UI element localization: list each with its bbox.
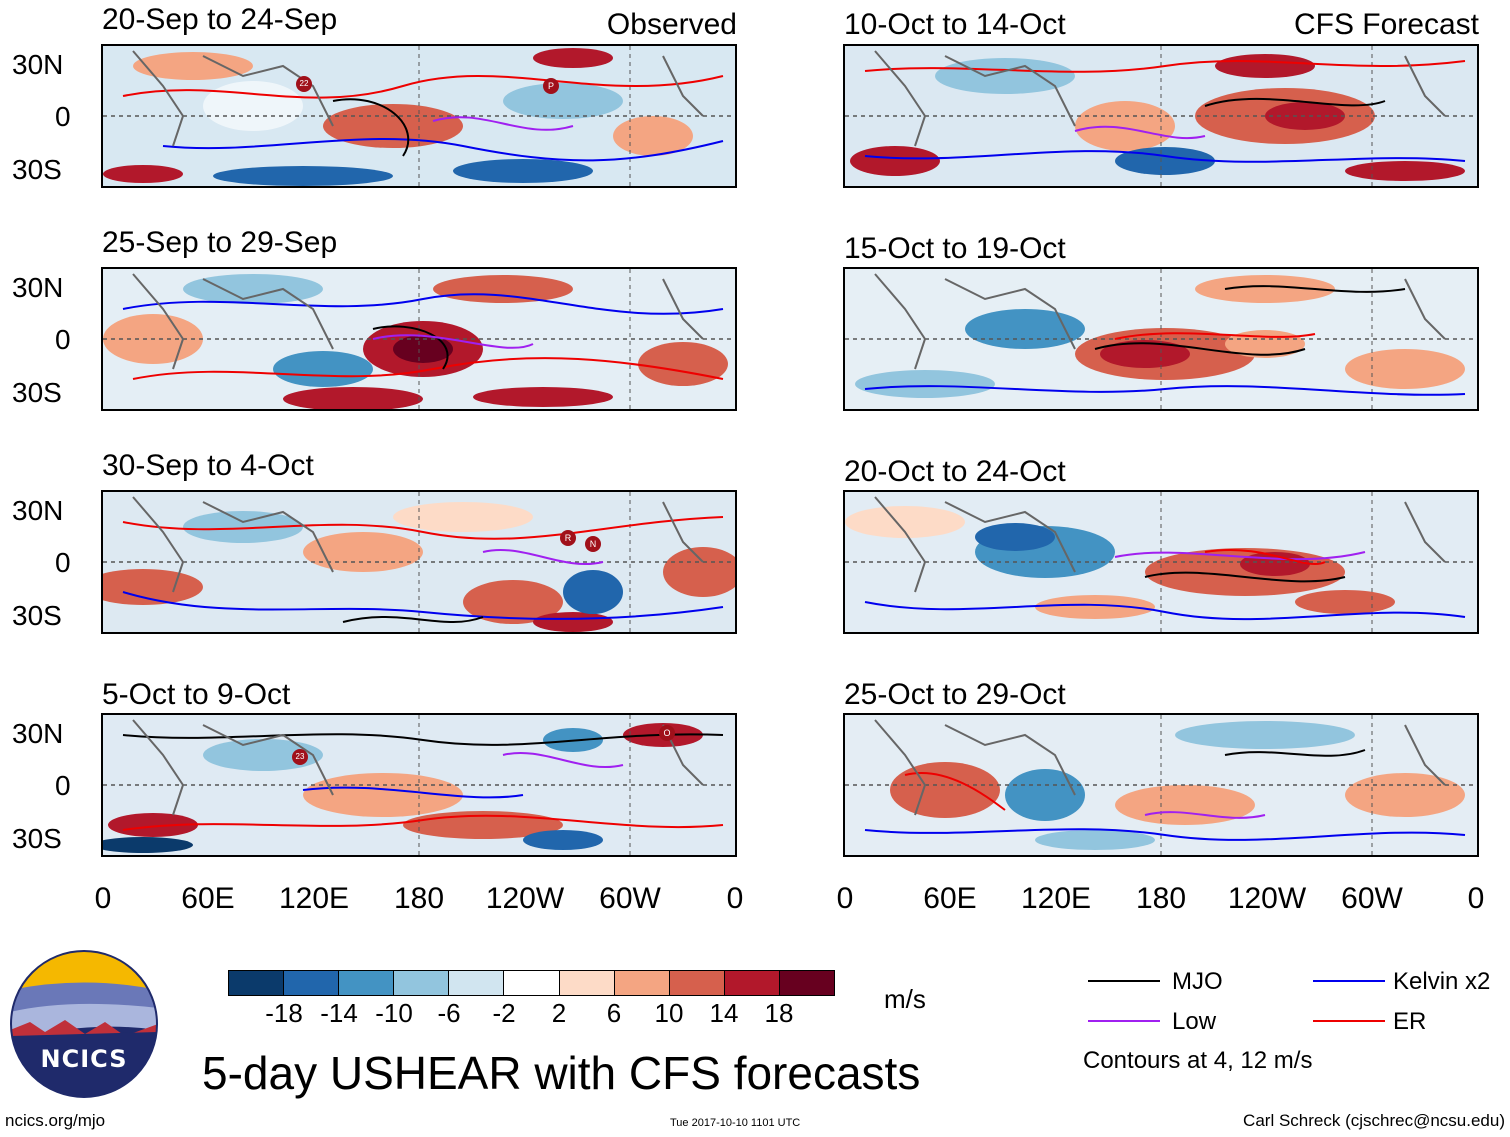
panel-title-cfs-2: 15-Oct to 19-Oct: [844, 232, 1066, 265]
shear-field-obs-4: [103, 715, 735, 855]
colorbar-label-1: -18: [265, 998, 303, 1028]
panel-title-cfs-3: 20-Oct to 24-Oct: [844, 455, 1066, 488]
shear-field-obs-3: [103, 492, 735, 632]
colorbar-swatch-7: [559, 971, 615, 995]
storm-marker-22: 22: [296, 76, 312, 92]
colorbar-swatch-4: [394, 971, 450, 995]
storm-marker-23: 23: [292, 749, 308, 765]
colorbar-label-10: 18: [764, 998, 794, 1028]
colorbar-swatch-8: [614, 971, 670, 995]
footer-timestamp: Tue 2017-10-10 1101 UTC: [670, 1117, 801, 1129]
storm-marker-o: O: [659, 725, 675, 741]
storm-marker-n: N: [585, 536, 601, 552]
legend-line-kelvin: [1313, 980, 1385, 982]
lat-label-30n-3: 30N: [12, 495, 64, 526]
lon-label-right-60w: 60W: [1341, 882, 1403, 915]
lat-label-30s-2: 30S: [12, 377, 62, 408]
colorbar-swatch-11: [779, 971, 835, 995]
map-panel-cfs-2: [843, 267, 1479, 411]
lat-label-30s-1: 30S: [12, 154, 62, 185]
footer-url: ncics.org/mjo: [5, 1111, 106, 1130]
colorbar-label-2: -14: [320, 998, 358, 1028]
map-panel-obs-4: 23 O: [101, 713, 737, 857]
panel-title-obs-3: 30-Sep to 4-Oct: [102, 449, 314, 482]
shear-field-cfs-3: [845, 492, 1477, 632]
colorbar-swatch-3: [339, 971, 395, 995]
shear-field-obs-1: [103, 46, 735, 186]
shear-field-cfs-2: [845, 269, 1477, 409]
legend-label-low: Low: [1172, 1008, 1217, 1035]
map-panel-cfs-3: [843, 490, 1479, 634]
legend-label-kelvin: Kelvin x2: [1393, 968, 1491, 995]
shear-field-cfs-1: [845, 46, 1477, 186]
colorbar-label-7: 6: [606, 998, 622, 1028]
main-title: 5-day USHEAR with CFS forecasts: [202, 1047, 921, 1099]
legend-line-er: [1313, 1020, 1385, 1022]
colorbar-units: m/s: [884, 984, 926, 1014]
panel-title-obs-1: 20-Sep to 24-Sep: [102, 3, 338, 36]
legend-line-low: [1088, 1020, 1160, 1022]
legend-contours-note: Contours at 4, 12 m/s: [1083, 1047, 1313, 1074]
colorbar-label-4: -6: [437, 998, 461, 1028]
legend-label-er: ER: [1393, 1008, 1427, 1035]
colorbar-swatch-5: [449, 971, 505, 995]
ncics-logo-graphic: [10, 950, 158, 1098]
lon-label-left-60w: 60W: [599, 882, 661, 915]
cfs-forecast-header: CFS Forecast: [1293, 8, 1479, 41]
lon-label-left-0b: 0: [726, 882, 744, 915]
lon-label-left-60e: 60E: [181, 882, 235, 915]
panel-title-cfs-1: 10-Oct to 14-Oct: [844, 8, 1066, 41]
lon-label-right-120w: 120W: [1227, 882, 1307, 915]
map-panel-obs-1: 22 P: [101, 44, 737, 188]
colorbar-label-3: -10: [375, 998, 413, 1028]
colorbar-swatch-9: [669, 971, 725, 995]
colorbar-label-6: 2: [551, 998, 567, 1028]
lon-label-left-180: 180: [393, 882, 445, 915]
storm-marker-r: R: [560, 530, 576, 546]
lat-label-0-2: 0: [55, 324, 71, 355]
lat-label-0-3: 0: [55, 547, 71, 578]
lon-label-right-120e: 120E: [1020, 882, 1092, 915]
legend-label-mjo: MJO: [1172, 968, 1223, 995]
colorbar-swatch-6: [504, 971, 560, 995]
lon-label-left-120w: 120W: [485, 882, 565, 915]
panel-title-cfs-4: 25-Oct to 29-Oct: [844, 678, 1066, 711]
lon-label-right-0: 0: [836, 882, 854, 915]
colorbar-swatch-2: [284, 971, 340, 995]
lat-label-0-1: 0: [55, 101, 71, 132]
lat-label-30s-3: 30S: [12, 600, 62, 631]
lat-label-0-4: 0: [55, 770, 71, 801]
footer-author: Carl Schreck (cjschrec@ncsu.edu): [1243, 1111, 1505, 1130]
shear-field-obs-2: [103, 269, 735, 409]
map-panel-obs-3: R N: [101, 490, 737, 634]
lat-label-30n-2: 30N: [12, 272, 64, 303]
lon-label-left-120e: 120E: [278, 882, 350, 915]
map-panel-cfs-1: [843, 44, 1479, 188]
lat-label-30n-4: 30N: [12, 718, 64, 749]
panel-title-obs-4: 5-Oct to 9-Oct: [102, 678, 291, 711]
lon-label-left-0: 0: [94, 882, 112, 915]
lat-label-30s-4: 30S: [12, 823, 62, 854]
lat-label-30n-1: 30N: [12, 49, 64, 80]
colorbar-swatch-10: [724, 971, 780, 995]
map-panel-cfs-4: [843, 713, 1479, 857]
panel-title-obs-2: 25-Sep to 29-Sep: [102, 226, 338, 259]
colorbar-swatch-1: [229, 971, 285, 995]
ncics-logo-text: NCICS: [40, 1045, 128, 1073]
colorbar-label-9: 14: [709, 998, 739, 1028]
colorbar: [228, 970, 835, 996]
colorbar-label-5: -2: [492, 998, 516, 1028]
map-panel-obs-2: [101, 267, 737, 411]
ncics-logo: NCICS: [10, 950, 158, 1098]
observed-header: Observed: [606, 8, 737, 41]
colorbar-label-8: 10: [654, 998, 684, 1028]
lon-label-right-0b: 0: [1467, 882, 1485, 915]
shear-field-cfs-4: [845, 715, 1477, 855]
lon-label-right-180: 180: [1135, 882, 1187, 915]
lon-label-right-60e: 60E: [923, 882, 977, 915]
storm-marker-p: P: [543, 78, 559, 94]
legend-line-mjo: [1088, 980, 1160, 982]
